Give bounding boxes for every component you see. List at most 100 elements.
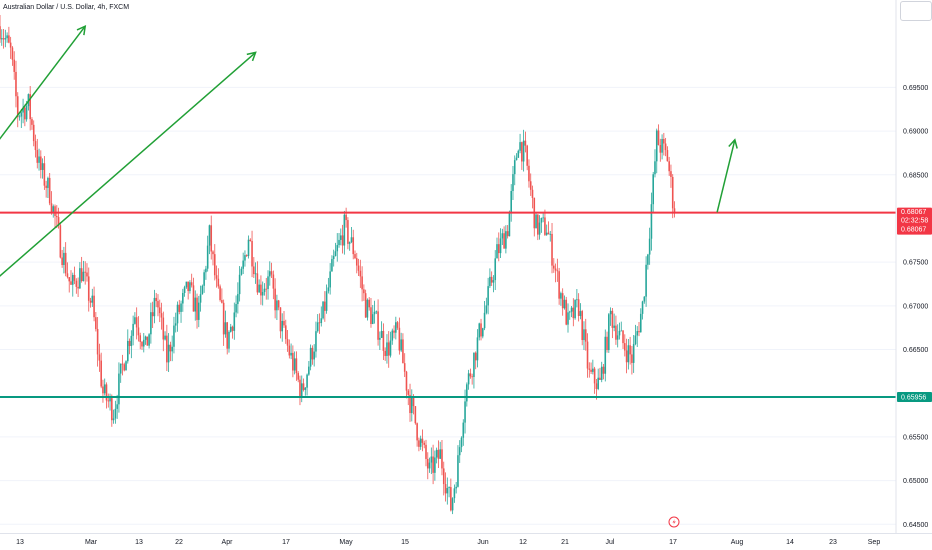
candle <box>336 233 339 262</box>
candle <box>467 369 470 390</box>
candle <box>471 373 473 385</box>
candle <box>405 370 408 399</box>
candle <box>432 444 434 485</box>
candle <box>668 156 670 176</box>
candle <box>338 233 340 248</box>
x-tick-label: 15 <box>401 539 409 546</box>
candle <box>600 361 603 383</box>
candle <box>176 301 179 332</box>
price-tag-label: 0.65956 <box>901 395 926 402</box>
candle <box>73 266 76 285</box>
chart-menu-button[interactable] <box>900 1 932 21</box>
trend-arrow[interactable] <box>0 24 87 157</box>
x-tick-label: 17 <box>282 539 290 546</box>
candle <box>522 129 525 172</box>
candle <box>331 255 333 272</box>
candle <box>212 250 214 266</box>
candle <box>151 301 154 328</box>
horizontal-levels[interactable] <box>0 211 896 399</box>
candle <box>79 262 81 289</box>
candle <box>554 263 557 283</box>
candlestick-series <box>0 14 676 515</box>
x-tick-label: 14 <box>786 539 794 546</box>
candle <box>363 284 365 301</box>
candle <box>577 293 580 322</box>
candle <box>373 300 376 324</box>
candle <box>474 351 477 370</box>
candle <box>231 325 234 339</box>
candle <box>182 288 184 312</box>
y-tick-label: 0.64500 <box>903 522 928 529</box>
candle <box>435 447 438 464</box>
candle <box>609 307 612 326</box>
candle <box>167 333 170 372</box>
candle <box>158 299 161 323</box>
candle <box>627 339 630 370</box>
candle <box>602 363 605 380</box>
candle <box>146 336 149 346</box>
candle <box>437 440 440 468</box>
candle <box>517 149 520 159</box>
x-tick-label: 17 <box>669 539 677 546</box>
candle <box>558 267 560 305</box>
candle <box>395 316 397 340</box>
candle <box>599 367 601 380</box>
time-axis[interactable]: 13 Mar 13 22 Apr 17 May 15 Jun 12 21 Jul 17 Aug 14 23 Se… <box>16 539 880 546</box>
candle <box>148 333 150 349</box>
candle <box>357 258 360 277</box>
candle <box>670 164 672 188</box>
price-axis[interactable]: 0.69500 0.69000 0.68500 0.67500 0.67000 0.665… <box>903 85 928 529</box>
x-tick-label: Aug <box>731 539 744 546</box>
candle <box>664 137 667 157</box>
x-tick-label: May <box>339 539 353 546</box>
lightning-icon[interactable] <box>668 516 680 528</box>
candle <box>673 201 676 218</box>
candle <box>361 266 363 302</box>
candle <box>233 302 236 340</box>
candle <box>343 210 346 255</box>
candle <box>219 284 221 302</box>
candle <box>208 224 211 255</box>
candle <box>293 351 296 375</box>
candle <box>359 259 362 288</box>
x-tick-label: 13 <box>16 539 24 546</box>
candle <box>590 362 592 375</box>
candle <box>194 290 197 321</box>
trend-arrow[interactable] <box>716 138 738 213</box>
price-tag-bg <box>897 392 932 403</box>
candle <box>164 331 166 341</box>
candle <box>513 155 516 186</box>
trend-arrow[interactable] <box>0 51 257 288</box>
candle <box>458 440 461 463</box>
candle <box>254 262 257 284</box>
candle <box>70 270 72 286</box>
candle <box>288 339 291 359</box>
candle <box>355 252 358 274</box>
candle <box>297 371 299 383</box>
candle <box>61 249 63 268</box>
candle <box>418 437 420 452</box>
candle <box>125 360 127 371</box>
y-tick-label: 0.69500 <box>903 85 928 92</box>
candle <box>549 230 552 242</box>
candle <box>341 224 344 254</box>
candle <box>87 267 90 312</box>
trend-arrows[interactable] <box>0 24 738 288</box>
candle <box>213 244 216 281</box>
candle <box>36 138 39 169</box>
candle <box>192 277 195 312</box>
candle <box>228 330 230 353</box>
candle <box>553 258 555 273</box>
candle <box>638 322 640 337</box>
candle <box>96 316 99 367</box>
candle <box>439 441 441 459</box>
candle <box>226 321 228 355</box>
candle <box>583 321 585 351</box>
candle <box>286 329 289 352</box>
candle <box>398 317 401 355</box>
candle <box>480 318 482 341</box>
candle <box>235 295 237 318</box>
candle <box>547 221 550 235</box>
candle <box>308 361 310 376</box>
